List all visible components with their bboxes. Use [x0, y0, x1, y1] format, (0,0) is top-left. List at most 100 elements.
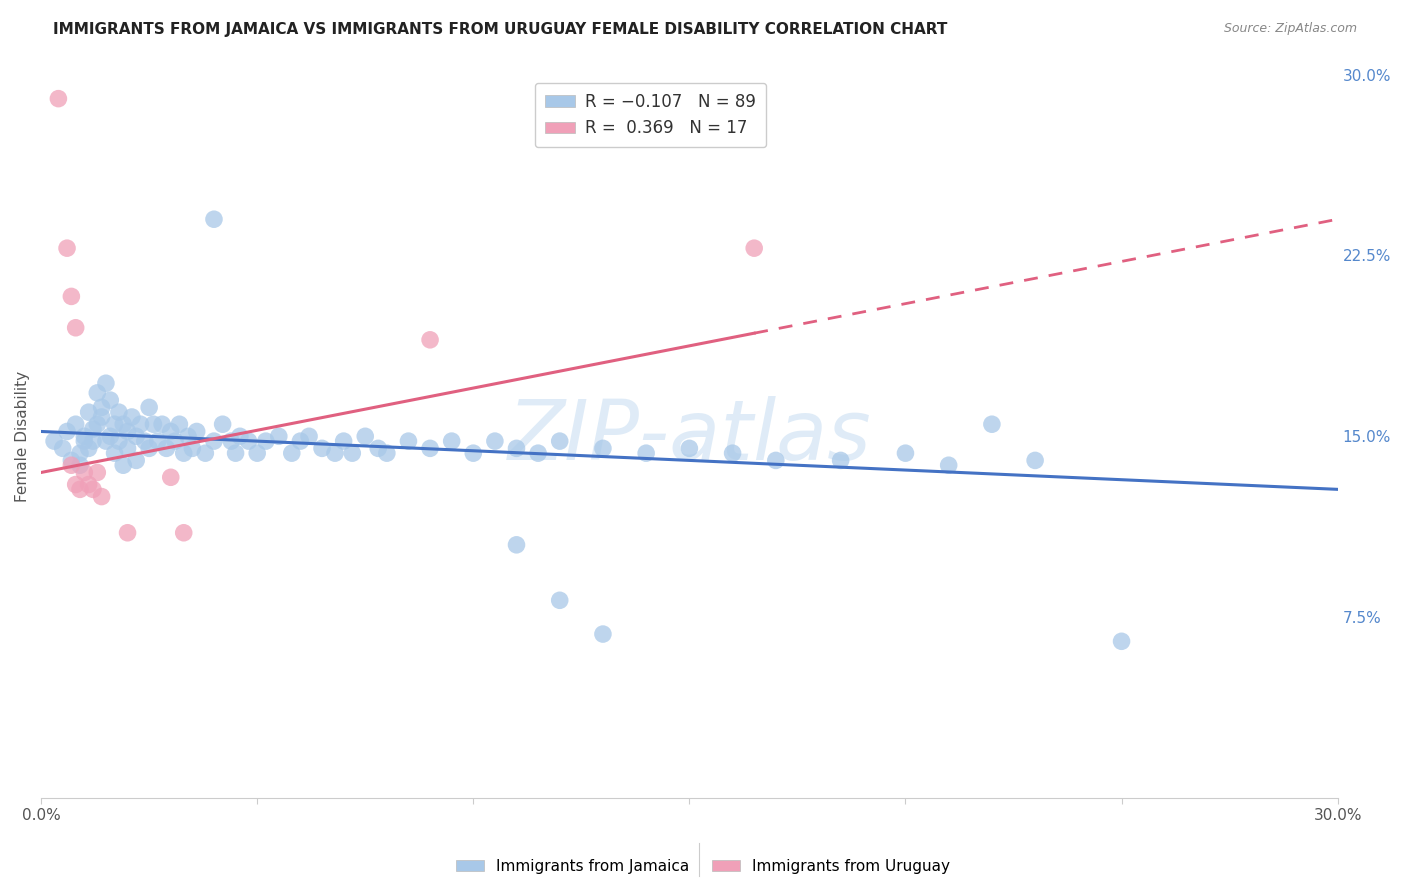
- Point: [60, 289, 83, 303]
- Point: [311, 442, 333, 456]
- Point: [375, 446, 398, 460]
- Point: [82, 483, 104, 497]
- Legend: Immigrants from Jamaica, Immigrants from Uruguay: Immigrants from Jamaica, Immigrants from…: [450, 853, 956, 880]
- Point: [90, 401, 112, 415]
- Point: [77, 442, 100, 456]
- Point: [463, 446, 485, 460]
- Point: [117, 425, 139, 439]
- Point: [142, 417, 165, 432]
- Point: [86, 417, 108, 432]
- Point: [219, 434, 242, 449]
- Point: [169, 417, 191, 432]
- Point: [112, 417, 135, 432]
- Point: [138, 442, 160, 456]
- Point: [52, 442, 75, 456]
- Point: [202, 434, 225, 449]
- Point: [73, 434, 96, 449]
- Point: [342, 446, 364, 460]
- Point: [202, 212, 225, 227]
- Point: [721, 446, 744, 460]
- Point: [98, 393, 121, 408]
- Point: [138, 401, 160, 415]
- Point: [42, 434, 65, 449]
- Point: [86, 385, 108, 400]
- Point: [194, 446, 217, 460]
- Point: [742, 241, 765, 255]
- Point: [150, 417, 173, 432]
- Point: [60, 453, 83, 467]
- Point: [48, 92, 70, 106]
- Legend: R = −0.107   N = 89, R =  0.369   N = 17: R = −0.107 N = 89, R = 0.369 N = 17: [536, 83, 766, 147]
- Point: [69, 458, 91, 473]
- Point: [1111, 634, 1133, 648]
- Point: [830, 453, 852, 467]
- Point: [108, 405, 131, 419]
- Point: [678, 442, 700, 456]
- Point: [117, 525, 139, 540]
- Point: [56, 425, 79, 439]
- Point: [65, 477, 87, 491]
- Point: [980, 417, 1002, 432]
- Point: [323, 446, 346, 460]
- Point: [354, 429, 377, 443]
- Point: [505, 442, 527, 456]
- Point: [56, 241, 79, 255]
- Point: [173, 446, 195, 460]
- Point: [77, 405, 100, 419]
- Point: [90, 409, 112, 424]
- Point: [94, 434, 117, 449]
- Point: [527, 446, 550, 460]
- Point: [60, 458, 83, 473]
- Text: ZIP­atlas: ZIP­atlas: [508, 396, 872, 477]
- Point: [146, 434, 169, 449]
- Point: [267, 429, 290, 443]
- Point: [505, 538, 527, 552]
- Point: [73, 429, 96, 443]
- Point: [98, 429, 121, 443]
- Point: [246, 446, 269, 460]
- Point: [112, 458, 135, 473]
- Point: [103, 417, 125, 432]
- Point: [398, 434, 420, 449]
- Point: [548, 434, 571, 449]
- Point: [82, 434, 104, 449]
- Point: [94, 376, 117, 391]
- Point: [177, 429, 200, 443]
- Point: [211, 417, 233, 432]
- Point: [82, 422, 104, 436]
- Point: [225, 446, 247, 460]
- Point: [894, 446, 917, 460]
- Point: [440, 434, 463, 449]
- Point: [103, 446, 125, 460]
- Point: [419, 442, 441, 456]
- Point: [290, 434, 312, 449]
- Point: [281, 446, 304, 460]
- Point: [238, 434, 260, 449]
- Point: [186, 425, 208, 439]
- Point: [134, 434, 156, 449]
- Point: [108, 434, 131, 449]
- Point: [298, 429, 321, 443]
- Point: [548, 593, 571, 607]
- Point: [181, 442, 204, 456]
- Point: [155, 442, 177, 456]
- Point: [125, 429, 148, 443]
- Point: [419, 333, 441, 347]
- Point: [165, 434, 187, 449]
- Point: [86, 466, 108, 480]
- Point: [592, 442, 614, 456]
- Point: [1024, 453, 1046, 467]
- Point: [636, 446, 658, 460]
- Point: [117, 442, 139, 456]
- Point: [938, 458, 960, 473]
- Point: [229, 429, 252, 443]
- Point: [65, 417, 87, 432]
- Point: [592, 627, 614, 641]
- Point: [173, 525, 195, 540]
- Y-axis label: Female Disability: Female Disability: [15, 371, 30, 502]
- Point: [69, 483, 91, 497]
- Point: [367, 442, 389, 456]
- Point: [254, 434, 277, 449]
- Point: [73, 466, 96, 480]
- Point: [121, 409, 143, 424]
